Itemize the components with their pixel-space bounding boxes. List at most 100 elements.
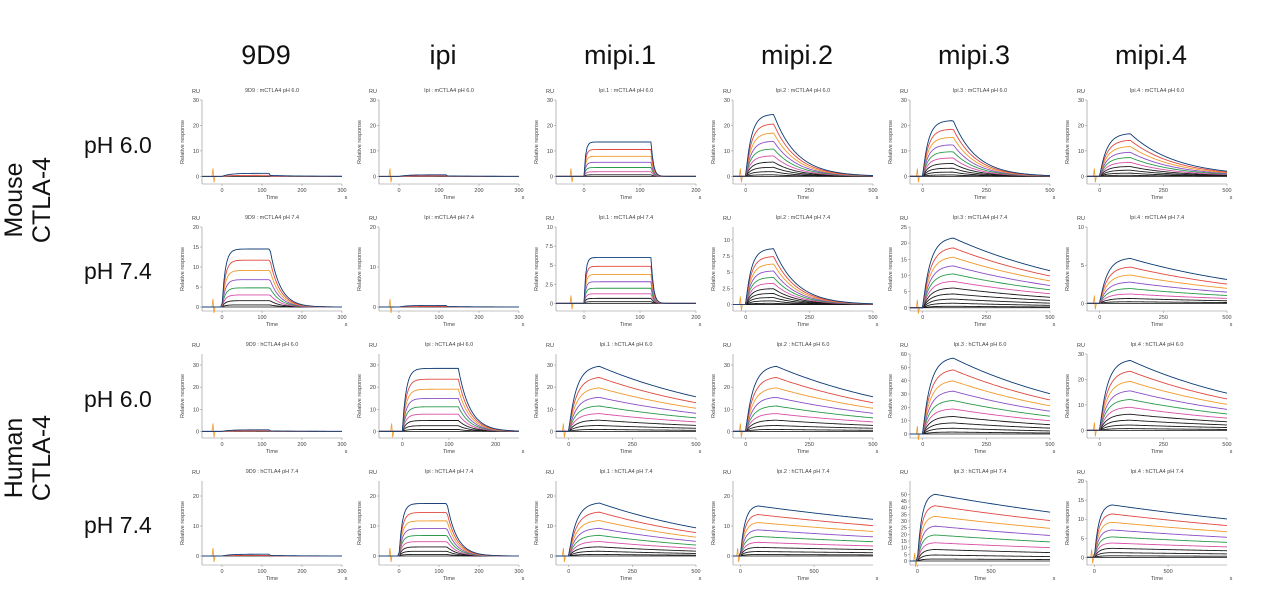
- x-tick-label: 250: [1159, 188, 1168, 194]
- sensorgram-panel: Ipi.4 : mCTLA4 pH 6.0 RU Relative response…: [1065, 88, 1233, 201]
- series-line: [556, 553, 697, 557]
- series-line: [733, 522, 874, 557]
- x-tick-label: 500: [691, 569, 700, 575]
- y-tick-label: 30: [901, 392, 907, 398]
- series-line: [910, 256, 1051, 309]
- y-tick-label: 0: [373, 429, 376, 435]
- column-header: mipi.4: [1114, 40, 1188, 70]
- fit-line: [556, 257, 696, 304]
- series-line: [910, 265, 1051, 309]
- injection-spike: [561, 547, 566, 563]
- x-axis-unit: s: [876, 195, 879, 201]
- series-line: [556, 425, 697, 432]
- series-line: [910, 525, 1051, 562]
- y-tick-label: 30: [547, 363, 553, 369]
- y-tick-label: 20: [901, 532, 907, 538]
- x-tick-label: 200: [691, 315, 700, 321]
- ru-label: RU: [369, 216, 377, 222]
- y-axis-label: Relative response: [1065, 247, 1071, 291]
- panel-title: 9D9 : hCTLA4 pH 7.4: [246, 469, 299, 475]
- series-line: [379, 388, 520, 432]
- x-axis-label: Time: [266, 322, 278, 328]
- series-line: [1087, 301, 1228, 304]
- ru-label: RU: [369, 470, 377, 476]
- panel-title: Ipi.4 : mCTLA4 pH 7.4: [1130, 215, 1184, 221]
- y-tick-label: 15: [193, 245, 199, 251]
- x-axis-label: Time: [1151, 449, 1163, 455]
- injection-spike: [913, 552, 918, 568]
- series-line: [556, 405, 697, 432]
- series-line: [910, 273, 1051, 309]
- x-axis-label: Time: [620, 449, 632, 455]
- y-tick-label: 25: [901, 225, 907, 231]
- x-axis-unit: s: [522, 576, 525, 582]
- y-axis-label: Relative response: [357, 501, 363, 545]
- y-tick-label: 0: [373, 174, 376, 180]
- y-tick-label: 30: [370, 98, 376, 104]
- series-line: [556, 149, 696, 177]
- x-tick-label: 0: [220, 442, 223, 448]
- y-tick-label: 0: [373, 305, 376, 311]
- y-tick-label: 60: [901, 352, 907, 358]
- fit-line: [556, 366, 697, 432]
- series-line: [910, 558, 1051, 562]
- x-axis-unit: s: [876, 576, 879, 582]
- x-tick-label: 0: [921, 188, 924, 194]
- row-label: pH 6.0: [84, 386, 152, 412]
- sensorgram-panel: Ipi : mCTLA4 pH 7.4 RU Relative response Ti…: [357, 215, 525, 328]
- group-label: Human CTLA-4: [0, 414, 56, 502]
- y-tick-label: 5: [550, 263, 553, 269]
- series-line: [556, 287, 696, 304]
- series-line: [910, 390, 1051, 435]
- x-axis-unit: s: [1230, 576, 1233, 582]
- y-tick-label: 10: [1078, 225, 1084, 231]
- x-tick-label: 0: [397, 188, 400, 194]
- x-tick-label: 0: [921, 315, 924, 321]
- x-axis-label: Time: [266, 449, 278, 455]
- panel-title: Ipi : mCTLA4 pH 6.0: [424, 88, 474, 94]
- y-axis-label: Relative response: [534, 120, 540, 164]
- y-axis-label: Relative response: [534, 374, 540, 418]
- y-tick-label: 10: [370, 265, 376, 271]
- sensorgram-panel: 9D9 : hCTLA4 pH 6.0 RU Relative response Ti…: [180, 342, 348, 455]
- x-tick-label: 300: [514, 315, 523, 321]
- ru-label: RU: [1077, 89, 1085, 95]
- x-axis-label: Time: [974, 576, 986, 582]
- panel-title: 9D9 : hCTLA4 pH 6.0: [246, 342, 299, 348]
- y-tick-label: 10: [724, 149, 730, 155]
- series-line: [379, 367, 520, 432]
- x-tick-label: 300: [337, 442, 346, 448]
- series-line: [1087, 419, 1228, 431]
- series-line: [733, 554, 873, 557]
- ru-label: RU: [1077, 470, 1085, 476]
- x-tick-label: 250: [628, 569, 637, 575]
- x-axis-label: Time: [1151, 322, 1163, 328]
- y-axis-label: Relative response: [888, 374, 894, 418]
- y-tick-label: 50: [901, 492, 907, 498]
- y-tick-label: 10: [901, 273, 907, 279]
- sensorgram-panel: Ipi.2 : mCTLA4 pH 6.0 RU Relative response…: [711, 88, 879, 201]
- x-axis-label: Time: [797, 322, 809, 328]
- panel-title: Ipi.4 : mCTLA4 pH 6.0: [1130, 88, 1184, 94]
- x-tick-label: 0: [567, 442, 570, 448]
- series-line: [556, 281, 696, 304]
- x-tick-label: 200: [474, 569, 483, 575]
- series-line: [379, 406, 520, 432]
- y-tick-label: 0: [904, 432, 907, 438]
- sensorgram-panel: Ipi.3 : hCTLA4 pH 7.4 RU Relative response…: [888, 469, 1056, 582]
- fit-line: [202, 248, 343, 308]
- y-axis-label: Relative response: [1065, 120, 1071, 164]
- sensorgram-panel: Ipi.1 : hCTLA4 pH 7.4 RU Relative response…: [534, 469, 702, 582]
- injection-spike: [736, 547, 741, 563]
- fit-line: [202, 553, 342, 557]
- injection-spike: [211, 547, 216, 563]
- panel-title: Ipi.3 : mCTLA4 pH 7.4: [953, 215, 1007, 221]
- y-tick-label: 5: [904, 552, 907, 558]
- series-line: [733, 551, 874, 557]
- y-tick-label: 0: [1081, 174, 1084, 180]
- y-tick-label: 0: [727, 554, 730, 560]
- series-line: [910, 408, 1051, 435]
- x-tick-label: 0: [744, 315, 747, 321]
- y-tick-label: 30: [724, 363, 730, 369]
- series-line: [556, 413, 697, 432]
